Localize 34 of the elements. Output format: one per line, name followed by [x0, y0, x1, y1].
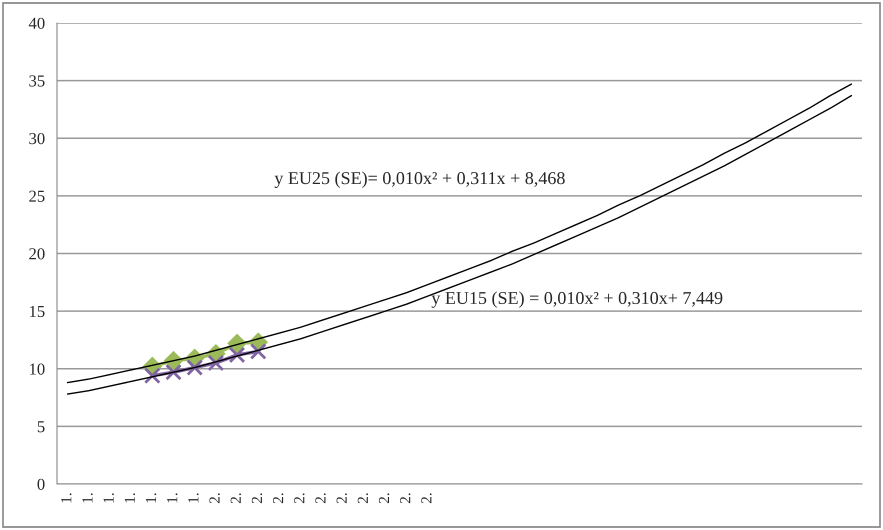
y-tick-label: 0 — [37, 478, 45, 490]
point — [144, 367, 161, 384]
x-tick-label: 2. — [378, 493, 390, 504]
y-tick-label: 30 — [29, 132, 45, 144]
x-tick-label: 2. — [336, 493, 347, 504]
annotation: y EU25 (SE)= 0,010x² + 0,311x + 8,468 — [274, 172, 565, 188]
x-tick-label: 1. — [188, 493, 199, 502]
y-tick-label: 15 — [30, 306, 45, 318]
point — [228, 346, 246, 364]
x-tick-label: 2. — [230, 493, 241, 504]
y-tick-label: 10 — [30, 363, 45, 375]
x-tick-label: 2. — [315, 493, 326, 504]
y-tick-label: 35 — [29, 75, 45, 87]
point — [250, 343, 267, 360]
y-tick-label: 40 — [28, 18, 45, 29]
x-tick-label: 2. — [272, 493, 284, 504]
annotation: y EU15 (SE) = 0,010x² + 0,310x+ 7,449 — [432, 291, 722, 308]
y-tick-label: 5 — [38, 421, 45, 432]
x-tick-label: 2. — [252, 493, 262, 504]
x-tick-label: 1. — [124, 493, 136, 502]
x-tick-label: 1. — [167, 493, 178, 502]
x-tick-label: 1. — [104, 493, 114, 502]
x-tick-label: 2. — [294, 493, 305, 504]
x-tick-label: 2. — [209, 493, 220, 504]
x-tick-label: 2. — [421, 493, 432, 504]
point — [186, 359, 204, 376]
x-tick-label: 2. — [400, 493, 410, 504]
point — [208, 354, 224, 372]
x-tick-label: 1. — [82, 493, 93, 502]
x-tick-label: 1. — [61, 493, 72, 502]
x-tick-label: 2. — [358, 493, 368, 504]
x-tick-label: 1. — [146, 493, 156, 502]
y-tick-label: 25 — [29, 190, 45, 202]
y-tick-label: 20 — [29, 248, 45, 260]
